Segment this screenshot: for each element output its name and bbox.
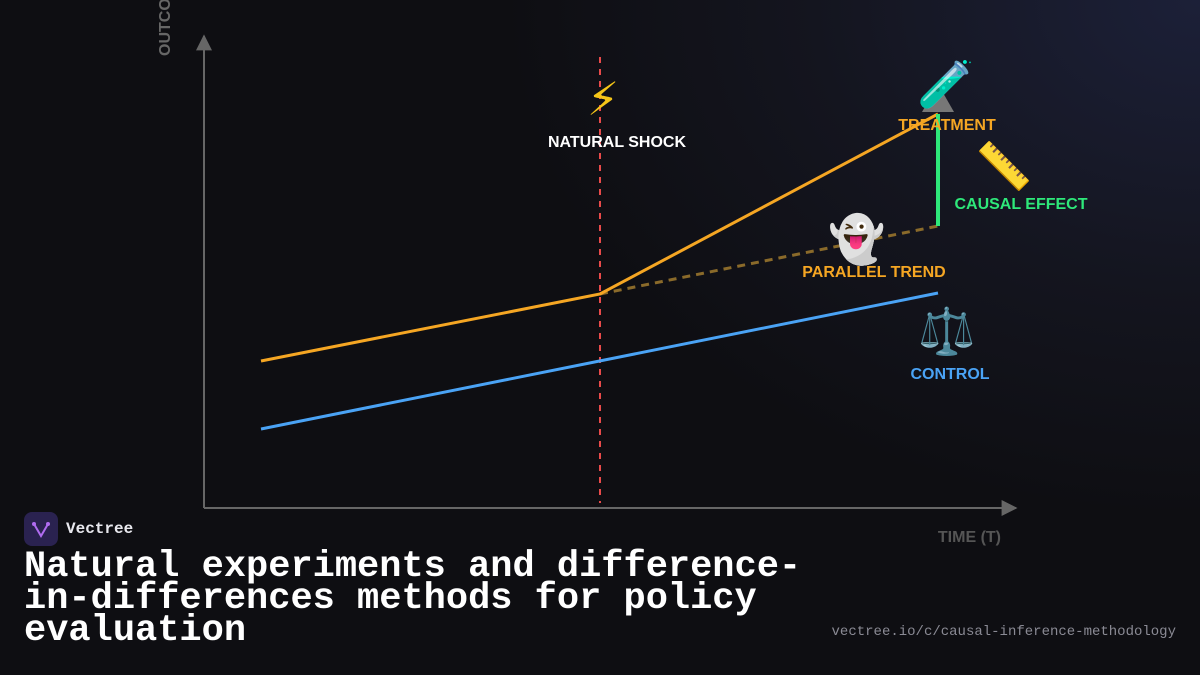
title: Natural experiments and difference-in-di… <box>24 546 802 652</box>
y-axis-label: OUTCOME <box>157 0 174 56</box>
shock-icon: ⚡ <box>587 72 619 126</box>
trend-label: PARALLEL TREND <box>802 264 945 281</box>
brand-name: Vectree <box>66 520 134 538</box>
control-line <box>260 291 939 431</box>
logo-mark <box>32 522 50 538</box>
control-label: CONTROL <box>910 366 989 383</box>
effect-label: CAUSAL EFFECT <box>954 196 1087 213</box>
brand-logo <box>24 512 58 546</box>
shock-label: NATURAL SHOCK <box>548 134 687 151</box>
treatment-line <box>260 112 939 363</box>
url: vectree.io/c/causal-inference-methodolog… <box>831 624 1176 640</box>
x-axis-label: TIME (T) <box>938 529 1001 546</box>
parallel-trend-line <box>599 224 939 296</box>
brand: Vectree <box>24 512 133 546</box>
treatment-icon: 🧪 <box>917 57 974 111</box>
trend-icon: 👻 <box>828 211 885 267</box>
effect-arrowhead <box>922 84 954 112</box>
effect-icon: 📏 <box>975 139 1032 193</box>
control-icon: ⚖️ <box>918 304 975 358</box>
treatment-label: TREATMENT <box>898 117 996 134</box>
